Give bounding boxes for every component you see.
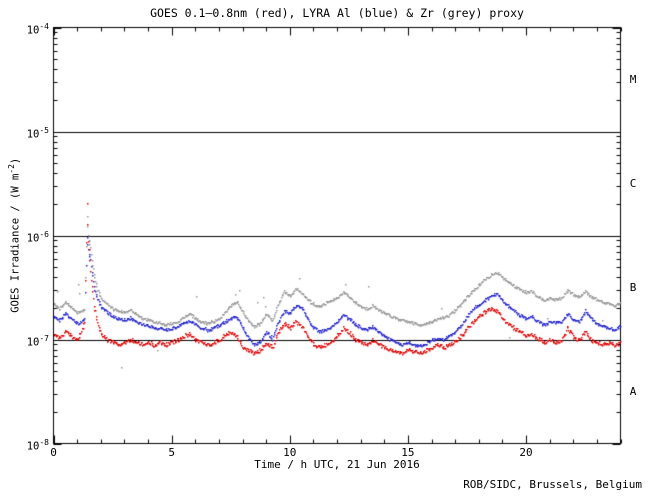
- x-tick-label: 10: [283, 446, 297, 459]
- y-axis-label-suffix: ): [9, 157, 22, 165]
- x-tick-label: 15: [401, 446, 415, 459]
- y-axis-label-exponent: -2: [6, 164, 16, 174]
- flare-class-label: B: [629, 280, 637, 294]
- x-axis-label: Time / h UTC, 21 Jun 2016: [254, 458, 420, 471]
- flare-class-label: A: [629, 384, 637, 398]
- x-tick-label: 5: [168, 446, 175, 459]
- credit-text: ROB/SIDC, Brussels, Belgium: [463, 478, 642, 491]
- x-tick-label: 0: [50, 446, 57, 459]
- y-tick-label: 10-6: [26, 229, 49, 245]
- y-tick-label: 10-5: [26, 125, 49, 141]
- x-tick-label: 20: [519, 446, 533, 459]
- y-tick-label: 10-7: [26, 333, 49, 349]
- flare-class-label: M: [629, 72, 637, 86]
- chart-title: GOES 0.1–0.8nm (red), LYRA Al (blue) & Z…: [150, 6, 524, 20]
- flare-class-label: C: [629, 176, 637, 190]
- y-tick-label: 10-8: [26, 437, 49, 453]
- y-tick-label: 10-4: [26, 21, 49, 37]
